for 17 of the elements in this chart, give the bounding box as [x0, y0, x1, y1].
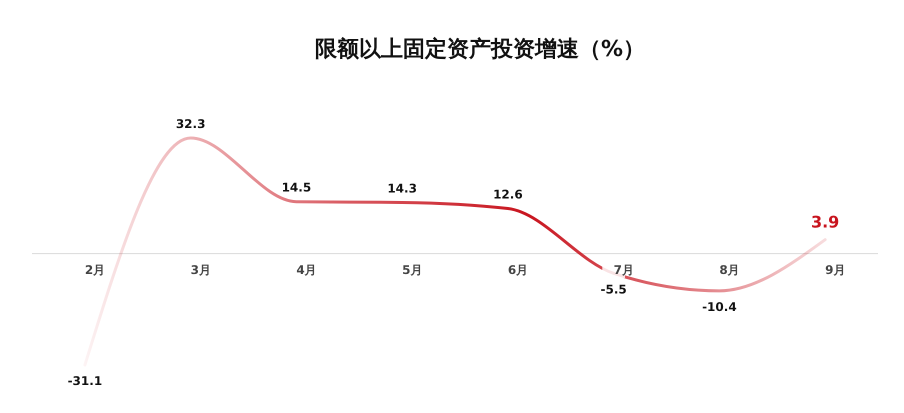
data-label: 14.3 [387, 181, 417, 196]
x-tick-label: 7月 [614, 263, 634, 278]
x-tick-label: 3月 [190, 263, 211, 278]
data-label: -10.4 [702, 300, 737, 314]
x-tick-label: 9月 [825, 263, 846, 278]
data-label: -31.1 [68, 374, 102, 388]
x-tick-label: 6月 [508, 263, 528, 278]
x-tick-label: 2月 [84, 263, 106, 278]
data-label: 32.3 [176, 117, 206, 131]
data-label: 12.6 [493, 188, 523, 202]
x-tick-label: 8月 [719, 263, 740, 278]
x-tick-label: 5月 [402, 263, 422, 278]
x-tick-label: 4月 [296, 263, 317, 278]
data-label: -5.5 [600, 282, 627, 296]
data-label: 3.9 [810, 212, 840, 232]
data-label: 14.5 [282, 180, 312, 195]
chart-title: 限额以上固定资产投资增速（%） [314, 36, 646, 62]
